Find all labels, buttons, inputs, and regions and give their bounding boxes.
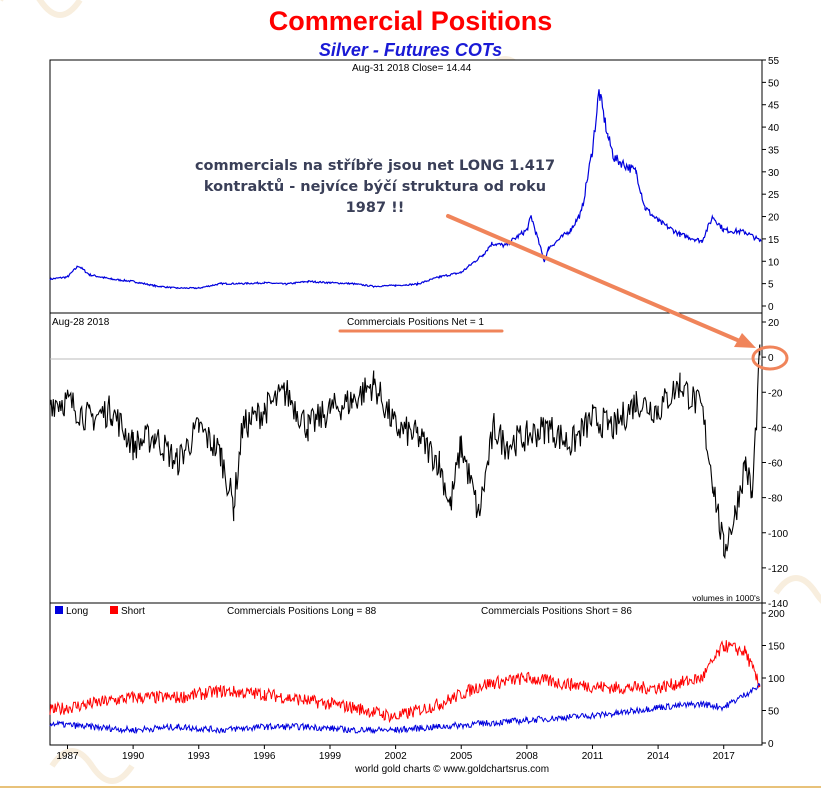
chart-title: Commercial Positions — [268, 6, 553, 36]
x-tick-label: 1990 — [122, 751, 145, 762]
legend-long-swatch — [55, 606, 63, 614]
net-y-tick-label: -40 — [768, 423, 783, 434]
annotation-arrow-head — [734, 333, 756, 348]
net-info-label: Aug-28 2018 — [52, 317, 110, 328]
x-tick-label: 1993 — [188, 751, 211, 762]
legend-long-label: Long — [66, 606, 88, 617]
ls-y-tick-label: 100 — [768, 674, 785, 685]
watermark-stroke — [773, 575, 821, 604]
x-tick-label: 1999 — [319, 751, 342, 762]
price-y-tick-label: 10 — [768, 257, 780, 268]
net-y-tick-label: 20 — [768, 318, 780, 329]
annotation-line: kontraktů - nejvíce býčí struktura od ro… — [203, 179, 547, 195]
legend-short-swatch — [110, 606, 118, 614]
long-series-line — [49, 682, 761, 735]
ls-y-tick-label: 150 — [768, 642, 785, 653]
net-y-tick-label: -140 — [768, 599, 788, 610]
panel-frame — [49, 602, 763, 746]
price-y-tick-label: 30 — [768, 168, 780, 179]
watermark-stroke — [0, 0, 83, 18]
x-tick-label: 2014 — [647, 751, 670, 762]
short-position-label: Commercials Positions Short = 86 — [481, 606, 632, 617]
net-y-tick-label: 0 — [768, 353, 774, 364]
price-y-tick-label: 55 — [768, 56, 780, 67]
short-series-line — [49, 640, 761, 724]
legend-short-label: Short — [121, 606, 145, 617]
price-y-tick-label: 5 — [768, 280, 774, 291]
price-info-label: Aug-31 2018 Close= 14.44 — [352, 63, 472, 74]
chart-subtitle: Silver - Futures COTs — [318, 40, 503, 60]
price-y-tick-label: 45 — [768, 101, 780, 112]
annotation-arrow-line — [446, 214, 744, 344]
net-y-tick-label: -120 — [768, 564, 788, 575]
x-tick-label: 1996 — [253, 751, 276, 762]
price-y-tick-label: 0 — [768, 302, 774, 313]
annotation-note: commercials na stříbře jsou net LONG 1.4… — [190, 156, 560, 219]
x-tick-label: 2005 — [450, 751, 473, 762]
net-position-label: Commercials Positions Net = 1 — [347, 317, 484, 328]
net-y-tick-label: -20 — [768, 388, 783, 399]
price-y-tick-label: 40 — [768, 123, 780, 134]
x-tick-label: 2011 — [582, 751, 604, 762]
x-tick-label: 2008 — [516, 751, 539, 762]
price-series-line — [49, 89, 762, 290]
price-y-tick-label: 35 — [768, 145, 780, 156]
price-y-tick-label: 50 — [768, 78, 780, 89]
net-y-tick-label: -60 — [768, 459, 783, 470]
ls-y-tick-label: 200 — [768, 609, 785, 620]
annotation-line: 1987 !! — [345, 200, 405, 216]
long-position-label: Commercials Positions Long = 88 — [227, 606, 377, 617]
net-y-tick-label: -80 — [768, 494, 783, 505]
ls-y-tick-label: 50 — [768, 707, 780, 718]
volumes-note: volumes in 1000's — [692, 593, 760, 603]
ls-y-tick-label: 0 — [768, 739, 774, 750]
watermark-stroke — [49, 748, 135, 784]
footer-credit: world gold charts © www.goldchartsrus.co… — [354, 764, 549, 775]
net-series-line — [49, 344, 761, 560]
x-tick-label: 2017 — [713, 751, 736, 762]
price-y-tick-label: 25 — [768, 190, 780, 201]
x-tick-label: 1987 — [56, 751, 79, 762]
x-tick-label: 2002 — [384, 751, 407, 762]
price-y-tick-label: 20 — [768, 213, 780, 224]
panel-frame — [49, 312, 763, 604]
net-y-tick-label: -100 — [768, 529, 788, 540]
annotation-line: commercials na stříbře jsou net LONG 1.4… — [194, 158, 556, 174]
price-y-tick-label: 15 — [768, 235, 780, 246]
zero-highlight-circle — [751, 345, 789, 371]
